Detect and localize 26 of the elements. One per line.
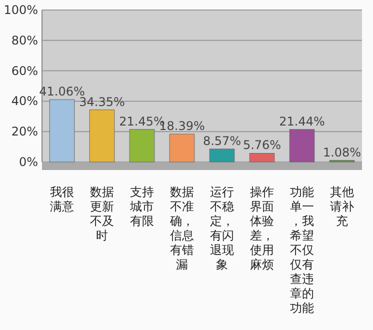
y-tick-label: 0%: [18, 155, 38, 169]
x-tick-label: 运行不稳定，有闪退现象: [210, 185, 234, 272]
y-tick-label: 20%: [11, 124, 38, 139]
data-label: 21.44%: [279, 114, 325, 128]
x-tick-label: 我很满意: [50, 185, 74, 214]
data-label: 1.08%: [322, 145, 362, 160]
y-tick-label: 100%: [4, 3, 38, 17]
bar: [249, 152, 275, 162]
data-label: 34.35%: [79, 94, 125, 109]
category-label: 功能单一，我希望不仅仅有查违章的功能: [290, 185, 314, 315]
x-tick-label: 数据不准确，信息有错漏: [169, 185, 194, 272]
bar: [169, 134, 195, 162]
y-tick-label: 40%: [11, 94, 38, 108]
data-label: 5.76%: [242, 138, 282, 152]
x-tick-label: 操作界面体验差，使用麻烦: [250, 185, 274, 272]
y-tick-label: 80%: [11, 33, 38, 48]
bar: [209, 148, 235, 162]
x-tick-label: 支持城市有限: [129, 185, 154, 228]
bar: [289, 129, 315, 162]
x-tick-label: 数据更新不及时: [90, 185, 114, 242]
x-tick-label: 其他请补充: [330, 185, 354, 228]
y-tick-label: 60%: [11, 64, 38, 78]
data-label: 8.57%: [202, 134, 242, 148]
bar: [49, 99, 75, 162]
bar: [89, 110, 115, 162]
bar: [129, 129, 155, 162]
